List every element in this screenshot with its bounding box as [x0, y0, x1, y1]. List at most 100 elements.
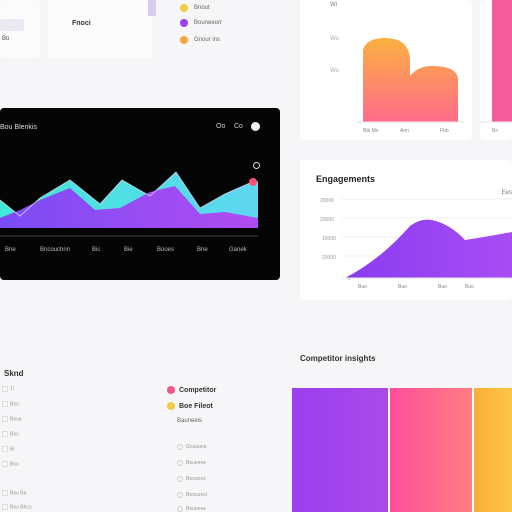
top-chart-corner: Wi	[330, 2, 337, 8]
competitor-bars-card	[292, 388, 512, 512]
right-strip-chart: Bo	[480, 0, 512, 134]
tl-label: Bo	[2, 36, 10, 42]
legend-row[interactable]: Booanes	[177, 476, 206, 482]
legend-label: Gnour ins	[194, 37, 221, 43]
eng-ytick: 20000	[320, 198, 334, 204]
checkbox[interactable]	[2, 386, 8, 392]
dark-chart-marker-icon	[253, 162, 260, 169]
tm-accent-bar	[148, 0, 156, 16]
engagement-area	[345, 219, 512, 278]
legend-label: Bouneeorr	[194, 20, 223, 26]
dark-chart-line	[0, 171, 251, 217]
eng-ytick: 10000	[322, 236, 336, 242]
engagement-chart-card: Engagements Ees 20000 20000 10000 20000 …	[300, 160, 512, 300]
top-chart-area	[363, 38, 458, 122]
checkbox[interactable]	[2, 504, 8, 510]
dark-area-chart	[0, 171, 258, 237]
legend-item-secondary[interactable]: Boe Fileot	[167, 402, 213, 410]
checkbox[interactable]	[2, 461, 8, 467]
dark-chart-xtick: Bic	[92, 247, 101, 253]
list-item[interactable]: Bou Bhco	[2, 504, 32, 510]
competitor-legend: Competitor Boe Fileot Bauneeis Gouuoes B…	[165, 382, 275, 512]
legend-dot-purple	[180, 19, 188, 27]
radio-icon[interactable]	[177, 506, 183, 512]
legend-item-competitor[interactable]: Competitor	[167, 386, 216, 394]
checkbox[interactable]	[2, 416, 8, 422]
eng-ytick: 20000	[322, 255, 336, 261]
legend-dot-yellow	[180, 4, 188, 12]
eng-xtick: Buo	[358, 284, 367, 290]
dark-chart-more-icon[interactable]	[251, 122, 260, 131]
dark-chart-xtick: Bncouchnn	[40, 247, 71, 253]
top-area-chart-card: Wi Wo Wo Bib Mo Ann Fbb	[300, 0, 472, 140]
engagement-corner: Ees	[501, 190, 512, 196]
list-item[interactable]: Ti	[2, 386, 14, 392]
top-chart-xtick: Bib Mo	[363, 128, 379, 134]
engagement-chart: 20000 20000 10000 20000 0 Buo Buo Buo Bu…	[320, 198, 512, 290]
competitor-bar-orange[interactable]	[474, 388, 512, 512]
legend-row[interactable]: Boueeee	[177, 506, 206, 512]
top-left-card: Bo	[0, 0, 40, 58]
right-strip-card: Bo	[480, 0, 512, 140]
eng-ytick: 20000	[320, 217, 334, 223]
dark-chart-xtick: Bne	[197, 247, 208, 253]
bottom-left-title: Sknd	[4, 369, 24, 378]
dark-chart-xtick: Booes	[157, 247, 175, 253]
legend-dot-yellow	[167, 402, 175, 410]
legend-dot-pink	[167, 386, 175, 394]
legend-top-item[interactable]: Gnour ins	[180, 36, 220, 44]
list-item[interactable]: Bou	[2, 431, 19, 437]
top-chart-xtick: Fbb	[440, 128, 449, 134]
list-item[interactable]: Bou Ba	[2, 490, 26, 496]
dark-chart-card: Bou Blenkis Oo Co Bne Bncouchnn Bic Bie …	[0, 108, 280, 280]
eng-ytick: 0	[348, 276, 351, 282]
competitor-bar-purple[interactable]	[292, 388, 388, 512]
legend-top-item[interactable]: Bnout	[180, 4, 210, 12]
checkbox[interactable]	[2, 431, 8, 437]
list-item[interactable]: Bi	[2, 446, 14, 452]
dark-chart-xtick: Bie	[124, 247, 133, 253]
checkbox[interactable]	[2, 490, 8, 496]
dark-chart-xtick: Bne	[5, 247, 16, 253]
legend-row[interactable]: Gouuoes	[177, 444, 206, 450]
dark-chart-control[interactable]: Co	[234, 123, 243, 130]
list-item[interactable]: Bou	[2, 401, 19, 407]
legend-row[interactable]: Boueeee	[177, 460, 206, 466]
tm-title: Fnoci	[72, 20, 91, 27]
top-chart-xtick: Ann	[400, 128, 409, 134]
right-strip-tick: Bo	[492, 128, 498, 134]
legend-dot-orange	[180, 36, 188, 44]
competitor-bar-chart	[292, 388, 512, 512]
radio-icon[interactable]	[177, 444, 183, 450]
eng-xtick: Buo	[398, 284, 407, 290]
competitor-bar-pink[interactable]	[390, 388, 472, 512]
top-chart-tick: Wo	[330, 36, 340, 42]
legend-row[interactable]: Boouuesl	[177, 492, 207, 498]
competitor-insights-title: Competitor insights	[300, 354, 376, 363]
legend-subheading: Bauneeis	[177, 418, 203, 424]
checkbox[interactable]	[2, 446, 8, 452]
right-strip-bar	[492, 0, 512, 122]
checkbox[interactable]	[2, 401, 8, 407]
top-chart-tick: Wo	[330, 68, 340, 74]
radio-icon[interactable]	[177, 476, 183, 482]
dark-chart-series-purple	[0, 186, 258, 228]
dark-chart-xtick: Ganek	[229, 247, 247, 253]
dark-chart-control[interactable]: Oo	[216, 123, 226, 130]
dark-chart-highlight-point[interactable]	[249, 178, 257, 186]
legend-top: Bnout Bouneeorr Gnour ins	[170, 0, 280, 58]
engagement-title: Engagements	[316, 174, 376, 184]
radio-icon[interactable]	[177, 460, 183, 466]
list-item[interactable]: Boua	[2, 416, 22, 422]
eng-xtick: Buo	[438, 284, 447, 290]
bottom-left-list: Ti Bou Boua Bou Bi Bou Bou Ba Bou Bhco	[0, 380, 60, 512]
dark-chart-title: Bou Blenkis	[0, 124, 37, 131]
eng-xtick: Buo	[465, 284, 474, 290]
legend-top-item[interactable]: Bouneeorr	[180, 19, 222, 27]
radio-icon[interactable]	[177, 492, 183, 498]
legend-label: Bnout	[194, 5, 210, 11]
tl-accent-block	[0, 19, 24, 31]
top-area-chart: Wi Wo Wo Bib Mo Ann Fbb	[330, 2, 465, 134]
list-item[interactable]: Bou	[2, 461, 19, 467]
top-mid-card: Fnoci	[48, 0, 156, 58]
